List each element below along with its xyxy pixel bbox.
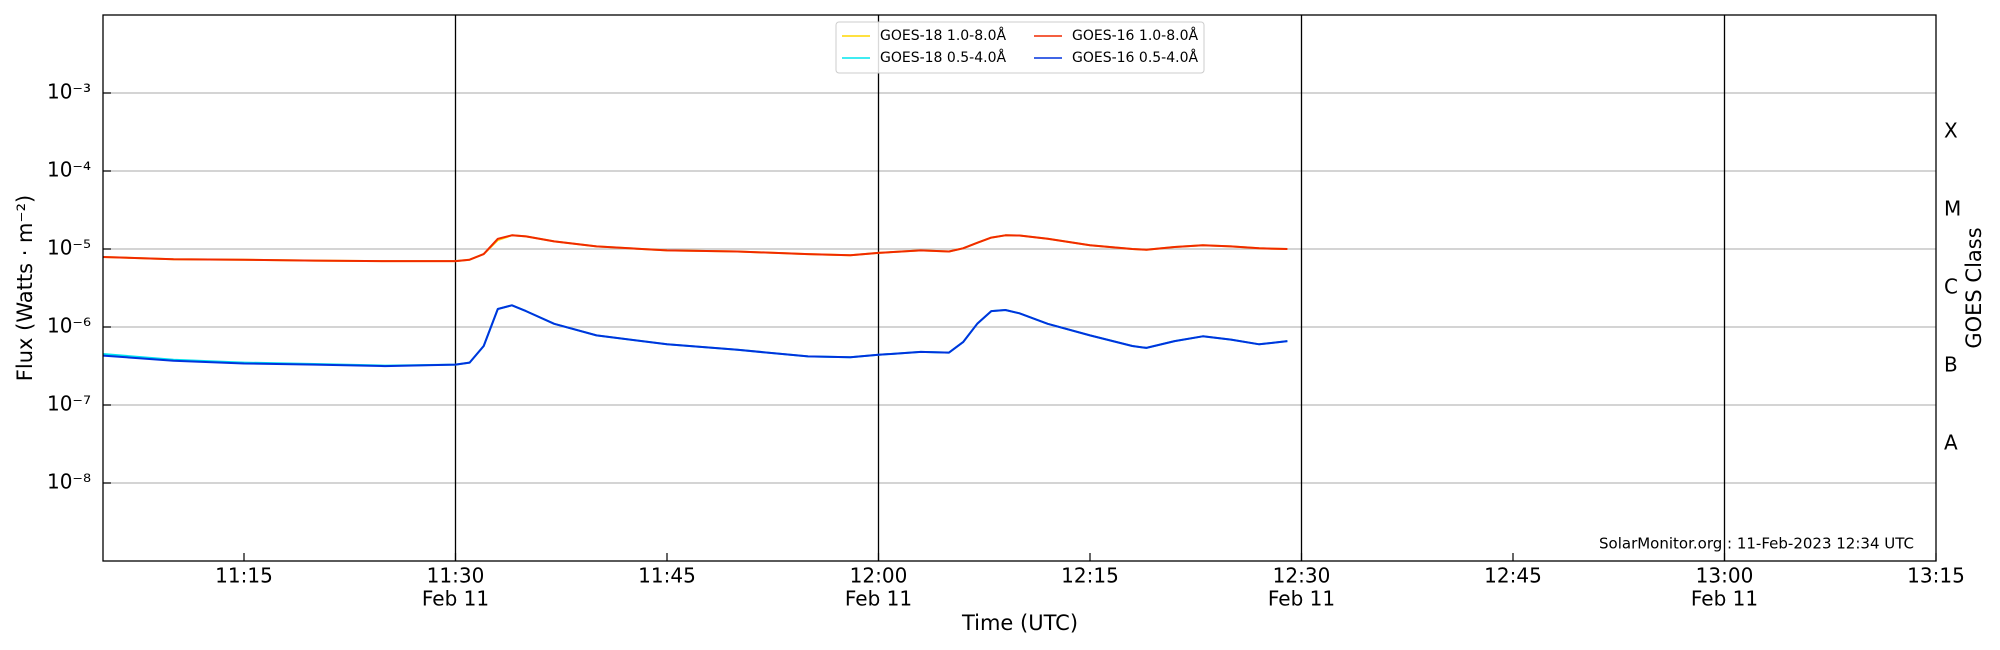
- x-tick-sublabel: Feb 11: [1268, 587, 1335, 611]
- series-line: [102, 234, 1288, 263]
- y2-tick-label: A: [1944, 431, 1958, 455]
- x-tick-label: 12:45: [1484, 564, 1542, 588]
- x-tick-sublabel: Feb 11: [422, 587, 489, 611]
- legend-label: GOES-18 1.0-8.0Å: [880, 27, 1006, 44]
- y-tick-label: 10⁻⁵: [47, 236, 91, 260]
- x-tick-label: 12:15: [1061, 564, 1119, 588]
- y-tick-label: 10⁻⁶: [47, 314, 91, 338]
- plot-frame: [102, 14, 1937, 562]
- x-tick-label: 12:00: [850, 564, 908, 588]
- legend-label: GOES-16 1.0-8.0Å: [1072, 27, 1198, 44]
- x-tick-label: 11:45: [638, 564, 696, 588]
- y-tick-label: 10⁻³: [47, 80, 91, 104]
- x-axis-label: Time (UTC): [961, 611, 1078, 635]
- y2-tick-label: M: [1944, 197, 1961, 221]
- y2-tick-label: C: [1944, 275, 1958, 299]
- series-line: [102, 304, 1288, 367]
- y-tick-label: 10⁻⁴: [47, 158, 91, 182]
- series-line: [102, 234, 1288, 263]
- y-axis-label: Flux (Watts · m⁻²): [13, 195, 37, 381]
- x-tick-label: 11:15: [215, 564, 273, 588]
- x-tick-label: 11:30: [427, 564, 485, 588]
- x-tick-sublabel: Feb 11: [1691, 587, 1758, 611]
- y2-tick-label: B: [1944, 353, 1958, 377]
- series-line: [102, 304, 1288, 368]
- x-tick-sublabel: Feb 11: [845, 587, 912, 611]
- x-tick-label: 13:15: [1907, 564, 1965, 588]
- y2-tick-label: X: [1944, 119, 1958, 143]
- x-tick-label: 13:00: [1696, 564, 1754, 588]
- x-tick-label: 12:30: [1273, 564, 1331, 588]
- legend-label: GOES-16 0.5-4.0Å: [1072, 49, 1198, 66]
- y-tick-label: 10⁻⁷: [47, 392, 91, 416]
- y2-axis-label: GOES Class: [1962, 227, 1986, 348]
- y-tick-label: 10⁻⁸: [47, 470, 91, 494]
- annotation: SolarMonitor.org : 11-Feb-2023 12:34 UTC: [1599, 535, 1914, 553]
- legend-box: [835, 21, 1205, 74]
- legend-label: GOES-18 0.5-4.0Å: [880, 49, 1006, 66]
